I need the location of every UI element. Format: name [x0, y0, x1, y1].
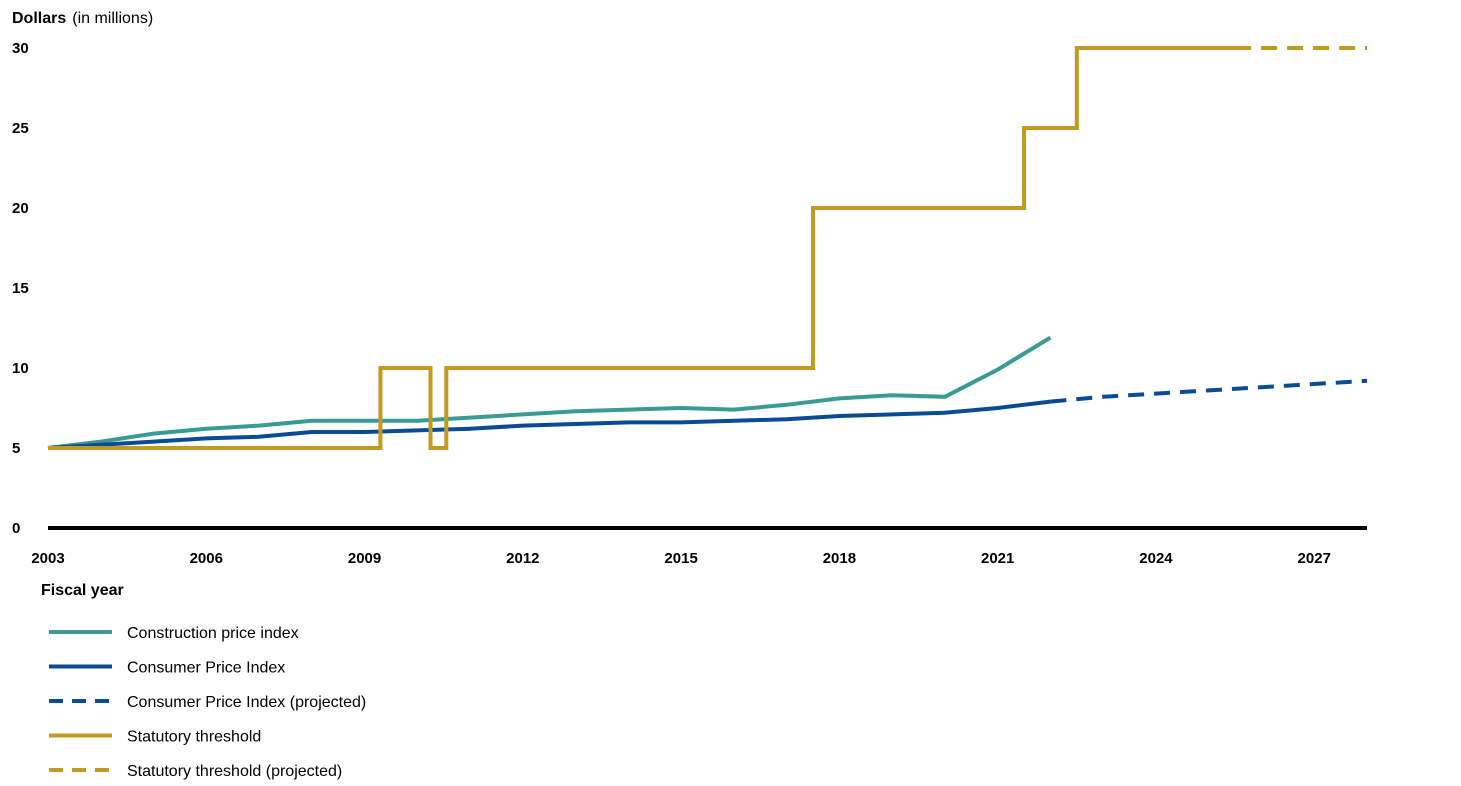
- legend-item: Construction price index: [49, 625, 299, 642]
- svg-text:Dollars(in millions): Dollars (in millions): [12, 10, 153, 27]
- plot-area: [47, 46, 1368, 450]
- x-tick-label: 2018: [823, 550, 856, 567]
- x-axis-title: Fiscal year: [41, 582, 124, 599]
- legend-item: Statutory threshold: [49, 729, 261, 746]
- series-line-cpi-projected: [1050, 378, 1368, 404]
- legend: Construction price index Consumer Price I…: [49, 625, 366, 780]
- x-tick-label: 2015: [664, 550, 697, 567]
- y-tick-label: 10: [12, 360, 29, 377]
- series-line-construction: [47, 335, 1052, 450]
- legend-item: Consumer Price Index (projected): [49, 694, 366, 711]
- y-tick-label: 15: [12, 280, 29, 297]
- y-axis-label: Dollars: [12, 10, 66, 27]
- series-line-threshold: [48, 46, 1236, 450]
- x-tick-label: 2006: [190, 550, 223, 567]
- legend-item: Statutory threshold (projected): [49, 763, 342, 780]
- x-tick-label: 2012: [506, 550, 539, 567]
- legend-label: Consumer Price Index: [127, 660, 285, 677]
- x-tick-label: 2009: [348, 550, 381, 567]
- legend-item: Consumer Price Index: [49, 660, 285, 677]
- y-axis-unit: (in millions): [72, 10, 153, 27]
- legend-label: Construction price index: [127, 625, 299, 642]
- series-line-cpi: [47, 399, 1051, 450]
- y-tick-label: 0: [12, 520, 20, 537]
- x-tick-label: 2024: [1139, 550, 1173, 567]
- y-tick-label: 20: [12, 200, 29, 217]
- x-tick-label: 2027: [1298, 550, 1331, 567]
- legend-label: Statutory threshold: [127, 729, 261, 746]
- y-tick-label: 5: [12, 440, 20, 457]
- y-axis-ticks: 0 5 10 15 20 25 30: [12, 40, 29, 537]
- x-tick-label: 2021: [981, 550, 1014, 567]
- y-axis-title: Dollars (in millions): [12, 10, 153, 27]
- y-tick-label: 25: [12, 120, 29, 137]
- legend-label: Consumer Price Index (projected): [127, 694, 366, 711]
- x-axis-ticks: 2003 2006 2009 2012 2015 2018 2021 2024 2027: [31, 550, 1331, 567]
- x-tick-label: 2003: [31, 550, 64, 567]
- y-tick-label: 30: [12, 40, 29, 57]
- legend-label: Statutory threshold (projected): [127, 763, 342, 780]
